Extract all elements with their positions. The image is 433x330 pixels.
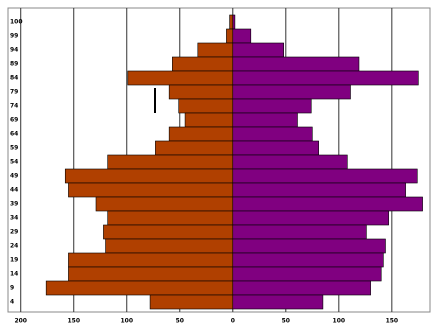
y-tick-label: 94 (10, 47, 18, 54)
bar (232, 210, 389, 226)
bar (232, 280, 371, 296)
bar (168, 126, 234, 142)
bar (232, 98, 312, 114)
y-tick-label: 59 (10, 145, 18, 152)
y-tick-label: 49 (10, 173, 18, 180)
bar (226, 28, 234, 44)
y-tick-label: 14 (10, 271, 18, 278)
bar (155, 140, 234, 156)
y-tick-label: 4 (10, 299, 14, 306)
y-tick-label: 24 (10, 243, 18, 250)
bar (178, 98, 234, 114)
bar (232, 14, 236, 30)
y-tick-label: 89 (10, 61, 18, 68)
y-tick-label: 99 (10, 33, 18, 40)
y-tick-label: 44 (10, 187, 18, 194)
x-tick-label: 100 (333, 318, 346, 325)
x-tick-label: 150 (386, 318, 399, 325)
x-tick-label: 0 (231, 318, 235, 325)
y-tick-label: 69 (10, 117, 18, 124)
bar (229, 14, 234, 30)
bar (149, 294, 234, 310)
bars (45, 14, 423, 310)
y-tick-label: 74 (10, 103, 18, 110)
bar (232, 126, 313, 142)
bar (232, 168, 418, 184)
bar (197, 42, 234, 58)
bar (232, 140, 319, 156)
y-tick-label: 39 (10, 201, 18, 208)
bar (232, 182, 406, 198)
bar (172, 56, 234, 72)
x-tick-label: 50 (282, 318, 290, 325)
y-tick-label: 29 (10, 229, 18, 236)
bar (232, 56, 360, 72)
bar (232, 224, 367, 240)
y-tick-label: 79 (10, 89, 18, 96)
bar (95, 196, 234, 212)
bar (127, 70, 234, 86)
bar (105, 238, 234, 254)
bar (232, 154, 348, 170)
y-tick-label: 84 (10, 75, 18, 82)
bar (232, 28, 252, 44)
bar (232, 112, 298, 128)
bar (107, 210, 234, 226)
bar (232, 252, 384, 268)
y-tick-label: 54 (10, 159, 18, 166)
x-tick-label: 150 (67, 318, 80, 325)
bar (64, 168, 234, 184)
bar (68, 182, 234, 198)
bar (232, 42, 284, 58)
bar (232, 70, 419, 86)
bar (68, 266, 234, 282)
x-tick-label: 200 (14, 318, 27, 325)
bar (68, 252, 234, 268)
y-tick-label: 19 (10, 257, 18, 264)
y-tick-label: 9 (10, 285, 14, 292)
y-tick-label: 100 (10, 19, 23, 26)
bar (103, 224, 234, 240)
x-tick-label: 50 (176, 318, 184, 325)
bar (232, 238, 386, 254)
y-tick-label: 34 (10, 215, 18, 222)
bar (232, 294, 324, 310)
bar (232, 196, 423, 212)
y-tick-label: 64 (10, 131, 18, 138)
x-tick-label: 100 (120, 318, 133, 325)
bar (168, 84, 234, 100)
bar (232, 266, 382, 282)
bar (232, 84, 351, 100)
bar (107, 154, 234, 170)
bar (184, 112, 234, 128)
labels: 200 150 100 50 0 50 100 15010099948984797469645… (10, 19, 398, 325)
bar (45, 280, 234, 296)
